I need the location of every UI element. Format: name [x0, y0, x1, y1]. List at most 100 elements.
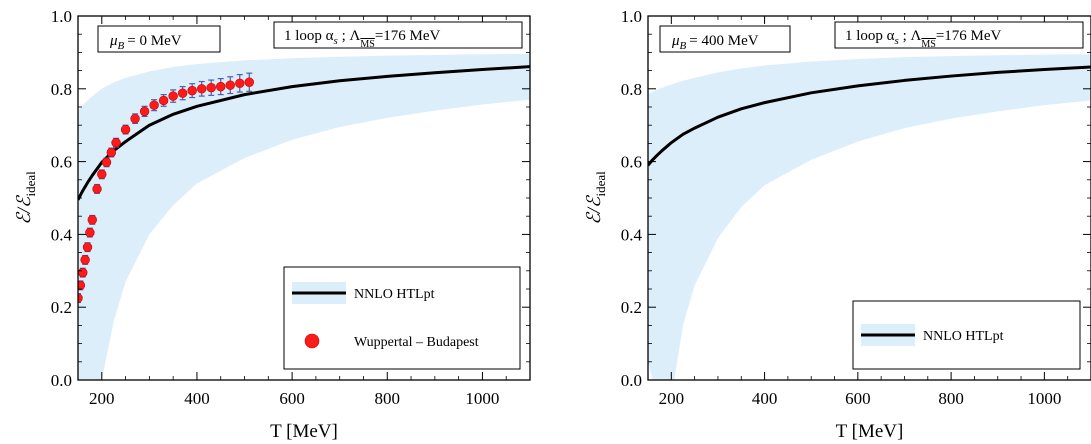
y-tick-label: 0.6 — [621, 153, 642, 172]
data-point — [92, 184, 102, 194]
data-point — [225, 80, 235, 90]
x-tick-label: 600 — [845, 389, 871, 408]
data-point — [80, 255, 90, 265]
legend-entry-label: NNLO HTLpt — [923, 329, 1004, 344]
mu-value: = 400 MeV — [689, 33, 758, 49]
y-tick-label: 1.0 — [621, 7, 642, 26]
x-tick-label: 600 — [279, 389, 305, 408]
x-tick-label: 1000 — [1027, 389, 1061, 408]
data-point — [168, 91, 178, 101]
data-point-group — [78, 293, 83, 304]
data-point — [78, 293, 83, 303]
mu-value: = 0 MeV — [127, 33, 181, 49]
coupling-annotation: 1 loop αs ; ΛMS=176 MeV — [284, 28, 441, 50]
data-point-group — [225, 76, 235, 95]
lambda-text: ; Λ — [338, 28, 361, 44]
data-point-group — [216, 78, 226, 96]
coupling-annotation: 1 loop αs ; ΛMS=176 MeV — [845, 28, 1002, 50]
data-point-group — [235, 74, 245, 93]
x-tick-label: 200 — [89, 389, 115, 408]
data-point — [206, 83, 216, 93]
data-point-group — [177, 86, 188, 101]
data-point-group — [87, 214, 97, 225]
data-point-group — [85, 227, 95, 238]
x-tick-label: 400 — [184, 389, 210, 408]
data-point-group — [139, 105, 150, 118]
y-tick-label: 0.8 — [621, 80, 642, 99]
x-axis-label: T [MeV] — [270, 421, 338, 442]
data-point-group — [80, 254, 90, 265]
y-tick-label: 0.2 — [621, 298, 642, 317]
y-axis-label-main: ℰ/ℰ — [14, 194, 35, 225]
data-point-group — [130, 113, 140, 124]
data-point-group — [92, 183, 102, 194]
lambda-value: =176 MeV — [375, 28, 441, 44]
alpha-subscript: s — [895, 35, 899, 47]
data-point — [97, 169, 107, 180]
data-point-group — [244, 72, 254, 92]
data-point-group — [149, 99, 159, 112]
data-point-group — [187, 83, 197, 99]
y-tick-label: 0.4 — [51, 225, 73, 244]
legend-entry-label: NNLO HTLpt — [354, 287, 435, 302]
data-point-group — [78, 280, 86, 291]
chart-panel-2: 200 400 600 800 1000 0.0 0.2 0.4 0.6 0.8 1.0 T [MeV… — [584, 7, 1091, 442]
y-axis-label-subscript: ideal — [593, 171, 608, 197]
mu-symbol: μ — [671, 33, 680, 49]
plot-area — [78, 53, 530, 380]
mu-symbol: μ — [109, 33, 118, 49]
y-tick-label: 0.2 — [51, 298, 72, 317]
data-point — [158, 95, 169, 106]
alpha-text: 1 loop α — [845, 28, 895, 44]
y-axis-label: ℰ/ℰideal — [584, 171, 608, 225]
data-point — [139, 106, 150, 117]
alpha-subscript: s — [334, 35, 338, 47]
y-axis-label-subscript: ideal — [23, 171, 38, 197]
mu-subscript: B — [118, 40, 125, 52]
data-point — [187, 85, 197, 96]
data-point — [244, 77, 254, 87]
data-point — [78, 267, 88, 278]
data-point-group — [168, 89, 178, 103]
mu-annotation: μB = 0 MeV — [109, 33, 182, 52]
data-point-group — [101, 157, 112, 168]
data-point — [149, 100, 159, 110]
data-point — [177, 88, 188, 98]
data-point — [111, 137, 121, 148]
mu-annotation-box — [97, 25, 221, 53]
data-point-group — [106, 147, 117, 158]
y-tick-label: 0.4 — [621, 225, 643, 244]
data-point — [130, 113, 140, 124]
mu-subscript: B — [680, 40, 687, 52]
data-point — [87, 215, 97, 225]
lambda-subscript: MS — [360, 39, 374, 50]
series-line-nnlo-htlpt — [78, 65, 530, 201]
series-line-nnlo-htlpt — [648, 65, 1091, 167]
x-tick-label: 800 — [375, 389, 401, 408]
data-point-group — [206, 79, 216, 96]
uncertainty-band — [648, 54, 1091, 380]
data-point — [101, 157, 112, 168]
alpha-text: 1 loop α — [284, 28, 334, 44]
y-tick-label: 1.0 — [51, 7, 72, 26]
y-tick-label: 0.8 — [51, 80, 72, 99]
coupling-annotation-box — [273, 21, 523, 49]
y-tick-label: 0.0 — [621, 371, 642, 390]
legend-swatch-point — [304, 333, 320, 349]
y-axis-label-main: ℰ/ℰ — [584, 194, 605, 225]
data-point-group — [78, 267, 88, 278]
lambda-text: ; Λ — [899, 28, 922, 44]
mu-annotation: μB = 400 MeV — [671, 33, 759, 52]
chart-panel-1: 200 400 600 800 1000 0.0 0.2 0.4 0.6 0.8 1.0 T [MeV… — [14, 7, 531, 442]
data-point — [216, 81, 226, 92]
x-axis-label: T [MeV] — [836, 421, 904, 442]
data-point — [235, 78, 245, 89]
legend-entry-label: Wuppertal – Budapest — [354, 335, 479, 350]
x-tick-label: 200 — [659, 389, 685, 408]
data-point-group — [97, 169, 107, 180]
data-point-group — [120, 124, 131, 135]
data-point — [106, 147, 117, 158]
y-tick-label: 0.0 — [51, 371, 72, 390]
y-tick-label: 0.6 — [51, 153, 72, 172]
